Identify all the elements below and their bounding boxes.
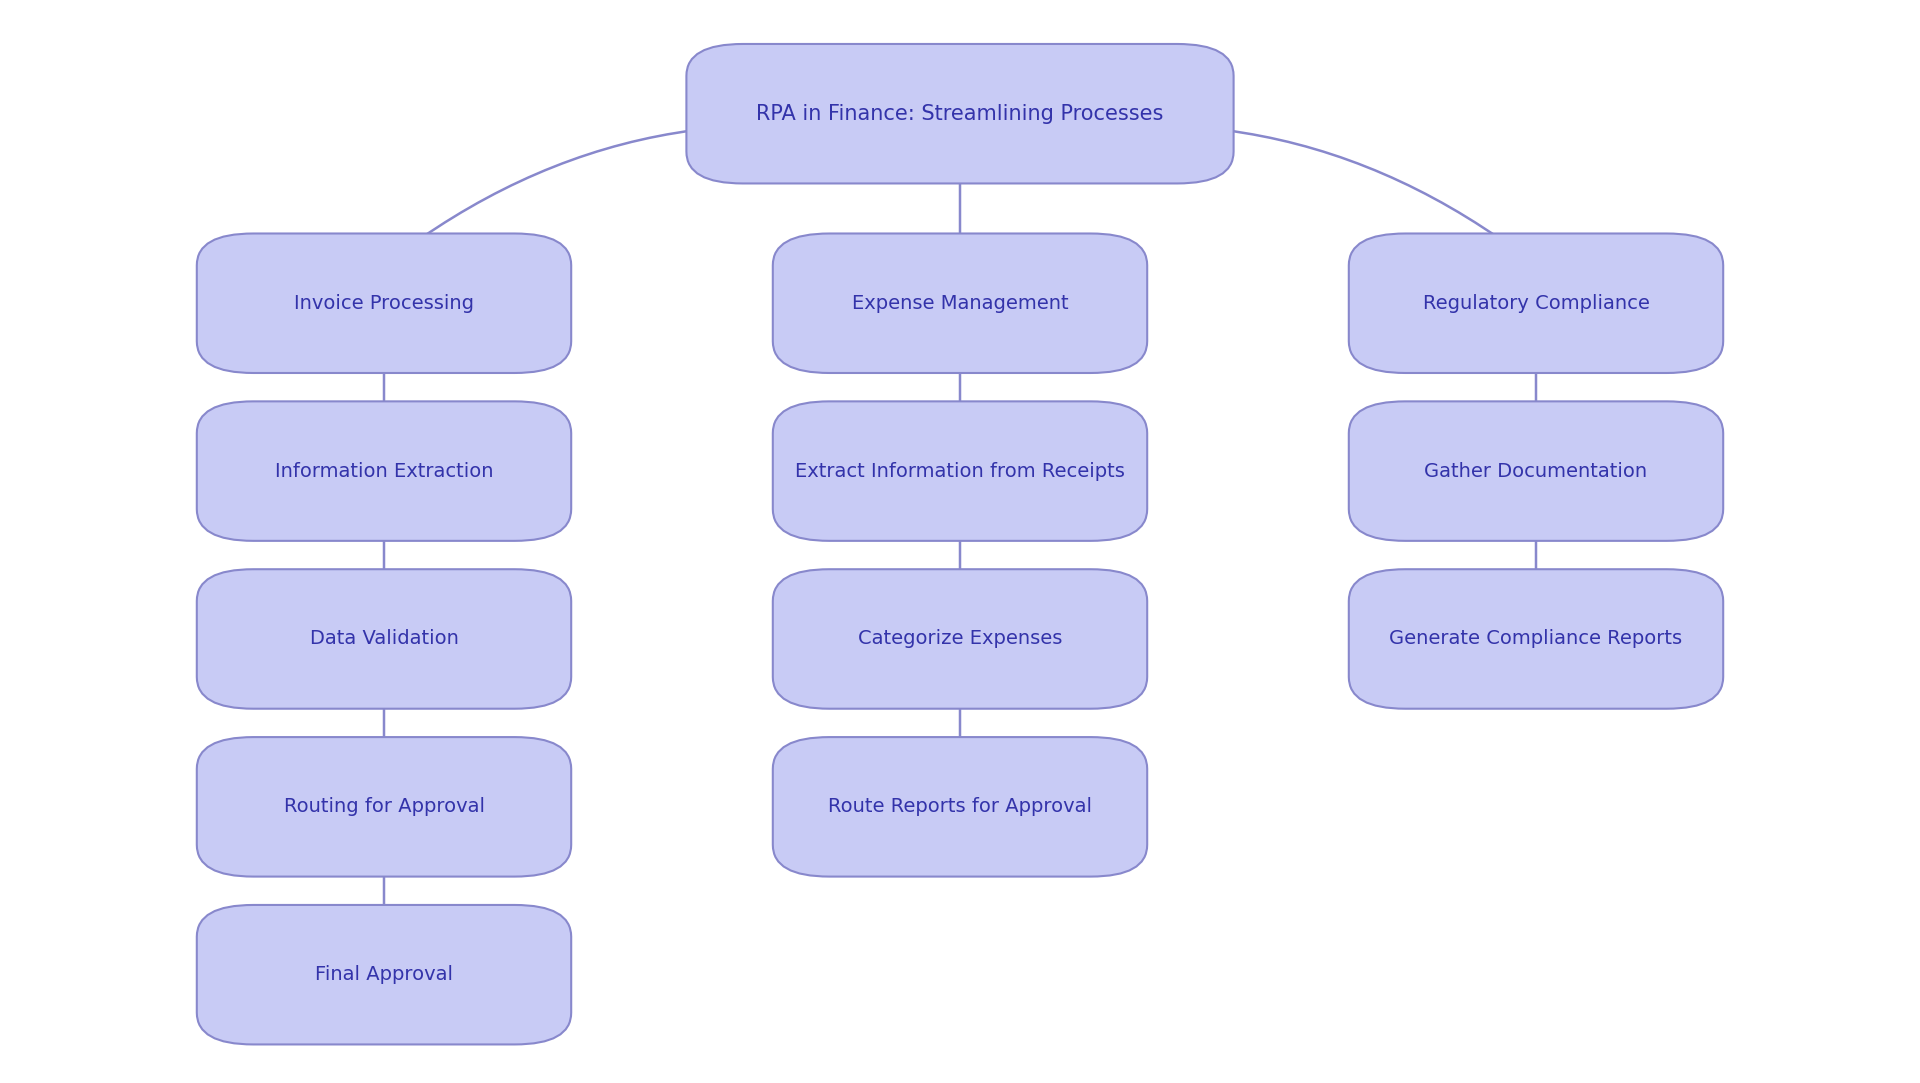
FancyBboxPatch shape: [1348, 234, 1722, 373]
Text: RPA in Finance: Streamlining Processes: RPA in Finance: Streamlining Processes: [756, 104, 1164, 123]
FancyBboxPatch shape: [198, 570, 572, 708]
Text: Expense Management: Expense Management: [852, 293, 1068, 313]
Text: Categorize Expenses: Categorize Expenses: [858, 629, 1062, 649]
FancyBboxPatch shape: [1348, 570, 1722, 708]
Text: Generate Compliance Reports: Generate Compliance Reports: [1390, 629, 1682, 649]
FancyBboxPatch shape: [772, 738, 1146, 876]
Text: Route Reports for Approval: Route Reports for Approval: [828, 797, 1092, 817]
FancyBboxPatch shape: [1348, 402, 1722, 540]
FancyBboxPatch shape: [772, 402, 1146, 540]
FancyBboxPatch shape: [687, 44, 1235, 183]
Text: Invoice Processing: Invoice Processing: [294, 293, 474, 313]
Text: Data Validation: Data Validation: [309, 629, 459, 649]
FancyBboxPatch shape: [198, 905, 572, 1044]
Text: Regulatory Compliance: Regulatory Compliance: [1423, 293, 1649, 313]
FancyBboxPatch shape: [772, 234, 1146, 373]
FancyBboxPatch shape: [198, 738, 572, 876]
Text: Information Extraction: Information Extraction: [275, 461, 493, 481]
FancyBboxPatch shape: [198, 402, 572, 540]
Text: Final Approval: Final Approval: [315, 965, 453, 984]
FancyBboxPatch shape: [772, 570, 1146, 708]
FancyBboxPatch shape: [198, 234, 572, 373]
Text: Gather Documentation: Gather Documentation: [1425, 461, 1647, 481]
Text: Routing for Approval: Routing for Approval: [284, 797, 484, 817]
Text: Extract Information from Receipts: Extract Information from Receipts: [795, 461, 1125, 481]
